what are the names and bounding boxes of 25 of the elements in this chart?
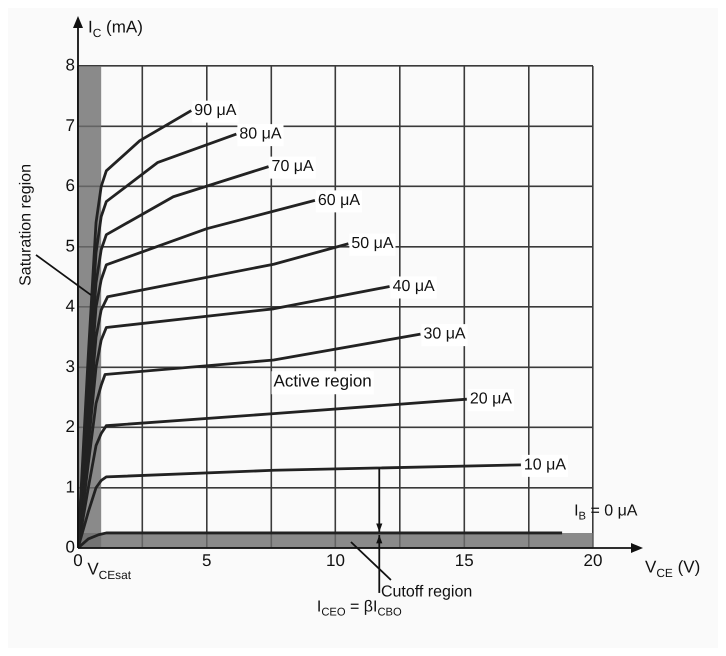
- y-tick-label: 2: [66, 417, 75, 436]
- x-tick-label: 20: [584, 550, 602, 570]
- y-tick-label: 8: [66, 56, 75, 75]
- annotation: Saturation region: [17, 164, 34, 286]
- y-tick-label: 3: [66, 356, 75, 376]
- y-tick-label: 7: [66, 116, 75, 135]
- x-tick-label: 5: [202, 550, 212, 570]
- series-label: 20 μA: [470, 390, 512, 408]
- series-label: 80 μA: [239, 125, 282, 142]
- series-label: 50 μA: [351, 235, 394, 252]
- series-label: 60 μA: [318, 192, 360, 209]
- y-tick-label: 4: [66, 296, 75, 316]
- series-label: 90 μA: [194, 102, 237, 119]
- series-label: 10 μA: [524, 456, 566, 474]
- text: Cutoff region: [380, 583, 472, 600]
- x-tick-label: 10: [326, 550, 345, 570]
- series-label: 40 μA: [392, 278, 436, 295]
- y-tick-label: 5: [66, 236, 75, 256]
- y-tick-label: 1: [66, 477, 75, 496]
- series-label: 30 μA: [423, 326, 466, 343]
- annotation: Active region: [273, 371, 372, 390]
- x-tick-label: 15: [454, 550, 474, 570]
- series-label: 70 μA: [272, 158, 314, 176]
- y-tick-label: 0: [66, 538, 75, 557]
- y-tick-label: 6: [66, 176, 75, 196]
